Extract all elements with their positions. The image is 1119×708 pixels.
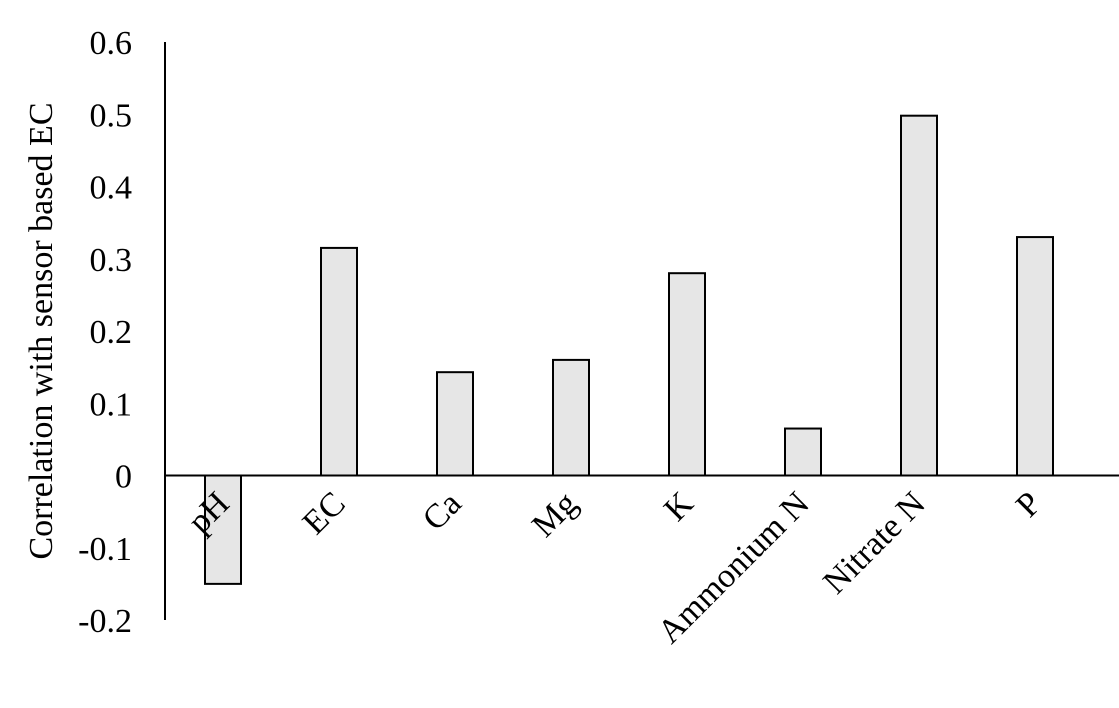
y-tick-label: 0.4 (90, 170, 133, 207)
bars-group (204, 114, 1054, 585)
bar-ca (436, 371, 474, 477)
y-tick-label: 0.1 (90, 386, 133, 423)
category-label: K (657, 485, 701, 529)
y-tick-label: 0.3 (90, 242, 133, 279)
category-label: Nitrate N (816, 485, 932, 601)
bar-p (1016, 236, 1054, 477)
y-tick-label: 0.5 (90, 97, 133, 134)
bar-ph (204, 474, 242, 585)
y-tick-label: 0 (115, 459, 132, 496)
y-axis-label: Correlation with sensor based EC (23, 102, 60, 559)
y-tick-label: 0.2 (90, 314, 133, 351)
y-tick-label: -0.2 (78, 603, 132, 640)
y-tick-label: 0.6 (90, 25, 133, 62)
y-tick-label: -0.1 (78, 531, 132, 568)
bar-ammonium-n (784, 427, 822, 477)
bar-mg (552, 358, 590, 477)
y-tick-labels: -0.2 -0.1 0 0.1 0.2 0.3 0.4 0.5 0.6 (78, 25, 132, 640)
category-label: Ca (416, 485, 469, 538)
category-label: EC (296, 485, 353, 542)
bar-k (668, 272, 706, 477)
category-label: P (1009, 485, 1049, 525)
bar-nitrate-n (900, 114, 938, 477)
category-label: Mg (525, 485, 585, 545)
bar-ec (320, 246, 358, 477)
